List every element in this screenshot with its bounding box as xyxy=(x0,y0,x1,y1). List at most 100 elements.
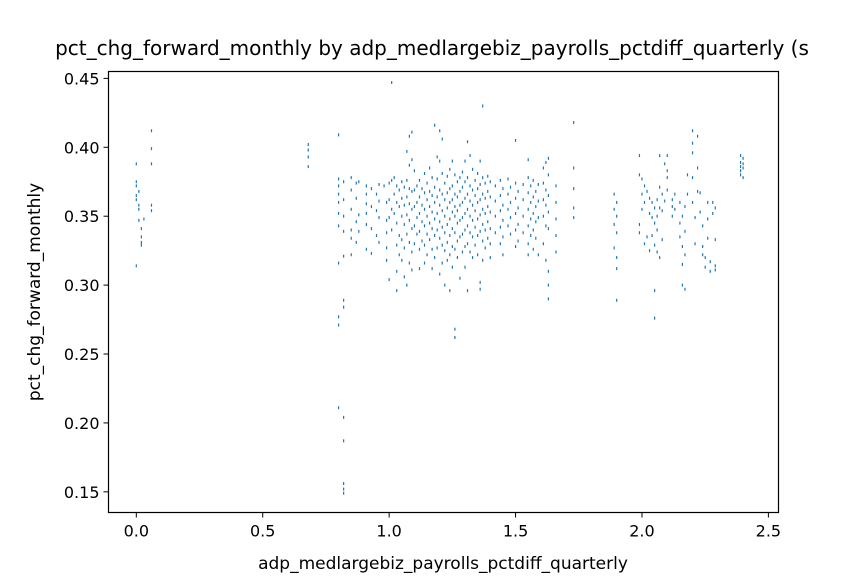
x-tick-label: 1.5 xyxy=(503,522,528,541)
data-point xyxy=(446,222,448,226)
data-point xyxy=(451,210,453,214)
data-point xyxy=(679,235,681,239)
data-point xyxy=(674,192,676,196)
data-point xyxy=(707,217,709,221)
data-point xyxy=(474,178,476,182)
data-point xyxy=(461,185,464,189)
data-point xyxy=(454,192,456,196)
data-point xyxy=(388,198,390,202)
data-point xyxy=(426,232,428,236)
data-point xyxy=(530,200,532,204)
data-point xyxy=(517,222,519,226)
data-point xyxy=(651,200,653,204)
data-point xyxy=(370,227,373,231)
data-point xyxy=(401,214,403,218)
data-point xyxy=(517,206,519,210)
data-point xyxy=(416,200,418,204)
data-point xyxy=(742,162,744,166)
data-point xyxy=(398,234,400,237)
data-point xyxy=(494,231,496,235)
data-point xyxy=(140,240,142,244)
x-tick-label: 0.5 xyxy=(250,522,275,541)
data-point xyxy=(391,228,393,232)
data-point xyxy=(739,173,742,177)
data-point xyxy=(444,283,446,287)
data-point xyxy=(509,185,512,189)
data-point xyxy=(532,228,534,232)
data-point xyxy=(573,216,575,220)
data-point xyxy=(707,236,709,240)
data-point xyxy=(411,130,413,134)
data-point xyxy=(456,256,459,260)
data-point xyxy=(441,225,443,229)
data-point xyxy=(421,187,423,191)
data-point xyxy=(401,238,403,242)
data-point xyxy=(613,246,615,250)
data-point xyxy=(638,154,641,158)
data-point xyxy=(411,189,413,193)
data-point xyxy=(545,258,547,262)
data-point xyxy=(613,207,615,211)
data-point xyxy=(135,162,137,166)
data-point xyxy=(477,187,479,191)
data-point xyxy=(428,221,431,225)
data-point xyxy=(439,236,441,240)
data-point xyxy=(656,250,658,254)
data-point xyxy=(375,209,378,213)
data-point xyxy=(388,278,390,282)
data-point xyxy=(527,242,529,246)
data-point xyxy=(489,242,491,246)
data-point xyxy=(350,253,352,257)
data-point xyxy=(439,203,441,207)
data-point xyxy=(441,192,443,196)
data-point xyxy=(469,231,471,235)
data-point xyxy=(671,214,673,218)
data-point xyxy=(509,232,512,236)
data-point xyxy=(499,225,501,229)
data-point xyxy=(358,213,360,217)
data-point xyxy=(406,232,408,236)
data-point xyxy=(482,104,484,108)
data-point xyxy=(542,242,544,246)
data-point xyxy=(616,256,618,260)
data-point xyxy=(408,187,410,191)
data-point xyxy=(691,129,694,133)
data-point xyxy=(434,123,436,127)
data-point xyxy=(449,167,451,171)
data-point xyxy=(709,269,711,273)
data-point xyxy=(661,238,663,242)
data-point xyxy=(643,200,646,204)
data-point xyxy=(439,272,441,276)
data-point xyxy=(479,229,481,233)
data-point xyxy=(466,242,469,246)
data-point xyxy=(638,173,641,177)
data-point xyxy=(648,196,651,200)
data-point xyxy=(482,258,484,262)
data-point xyxy=(616,200,618,204)
data-point xyxy=(446,258,448,262)
data-point xyxy=(416,184,418,188)
data-point xyxy=(138,218,140,222)
data-point xyxy=(542,214,544,218)
x-tick-label: 2.5 xyxy=(756,522,781,541)
data-point xyxy=(484,246,486,250)
data-point xyxy=(646,189,648,193)
data-point xyxy=(461,216,464,220)
data-point xyxy=(484,228,486,232)
data-point xyxy=(613,222,615,226)
data-point xyxy=(537,199,539,203)
data-point xyxy=(742,176,744,180)
data-point xyxy=(514,228,517,232)
data-point xyxy=(681,283,684,287)
data-point xyxy=(423,191,426,195)
data-point xyxy=(616,267,618,271)
data-point xyxy=(436,246,438,250)
data-point xyxy=(461,250,464,254)
data-point xyxy=(456,239,459,243)
data-point xyxy=(138,207,140,211)
data-point xyxy=(537,216,539,220)
data-point xyxy=(545,160,547,164)
data-point xyxy=(143,217,145,221)
data-point xyxy=(355,220,357,224)
data-point xyxy=(487,236,489,240)
